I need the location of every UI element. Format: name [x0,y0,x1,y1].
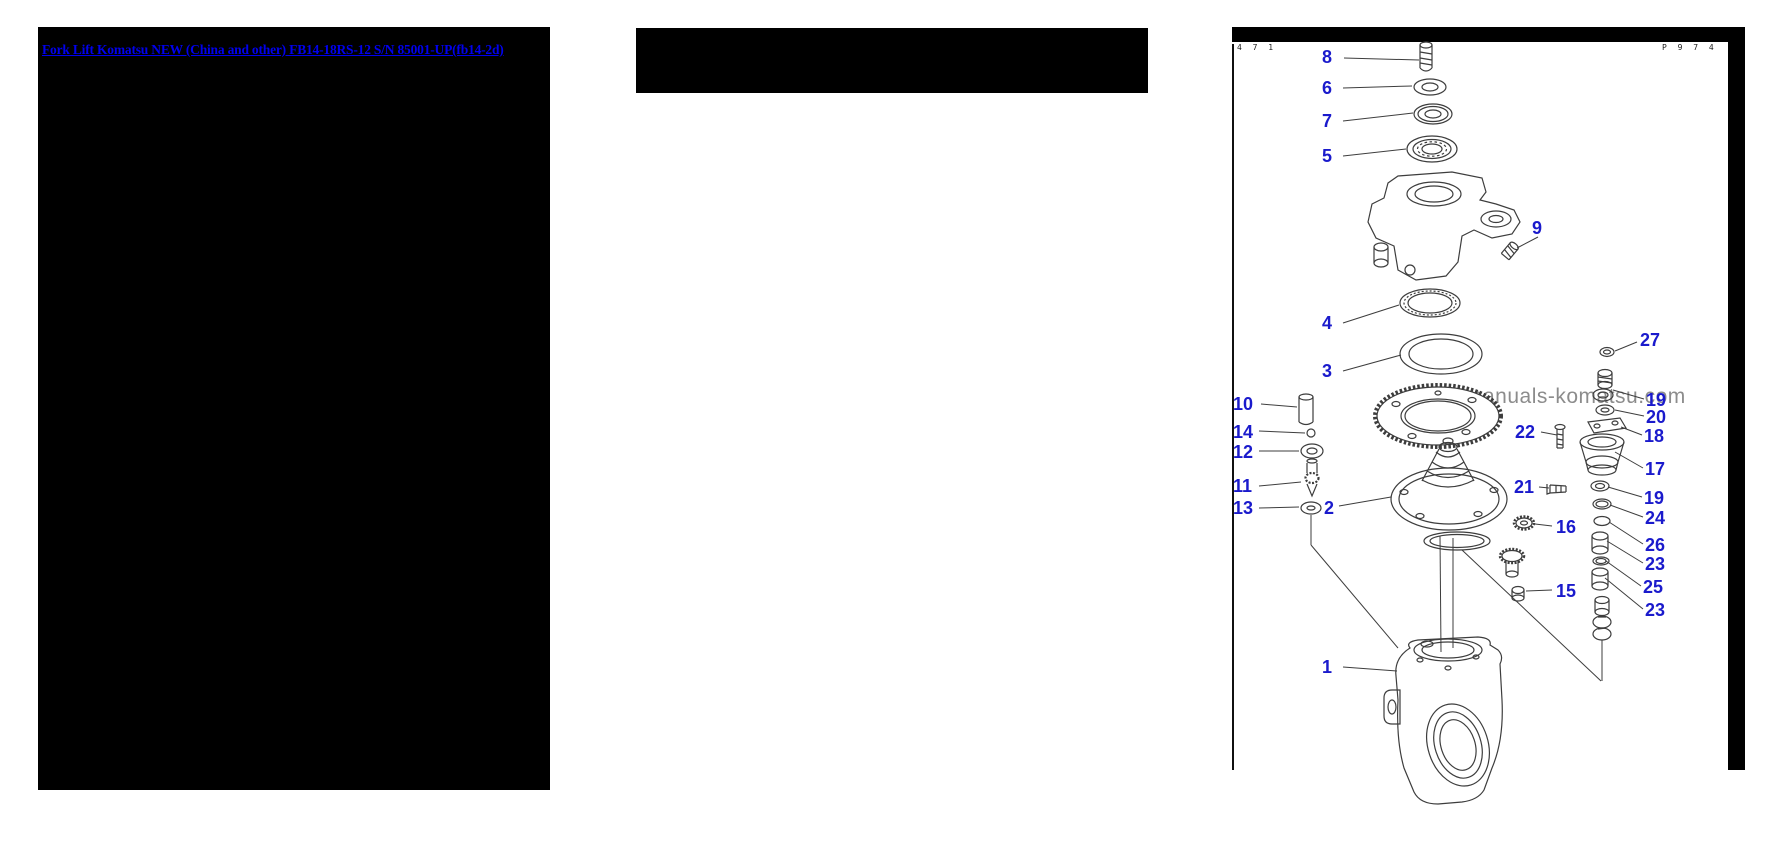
panel-border-line [1232,44,1234,770]
page-code-left: 4 7 1 [1237,43,1277,52]
scan-artifact-left: Fork Lift Komatsu NEW (China and other) … [38,27,550,790]
watermark: manuals-komatsu.com [1465,385,1686,408]
parts-diagram-panel: 4 7 1 P 9 7 4 [1232,27,1745,770]
diagram-parts [1298,41,1627,805]
callout-leader-lines [1258,57,1645,672]
scan-artifact-middle [636,28,1148,93]
page-code-right: P 9 7 4 [1662,43,1717,52]
scan-artifact-panel-top [1232,27,1745,42]
scan-artifact-panel-right [1728,42,1745,770]
catalog-model-link[interactable]: Fork Lift Komatsu NEW (China and other) … [42,42,504,57]
